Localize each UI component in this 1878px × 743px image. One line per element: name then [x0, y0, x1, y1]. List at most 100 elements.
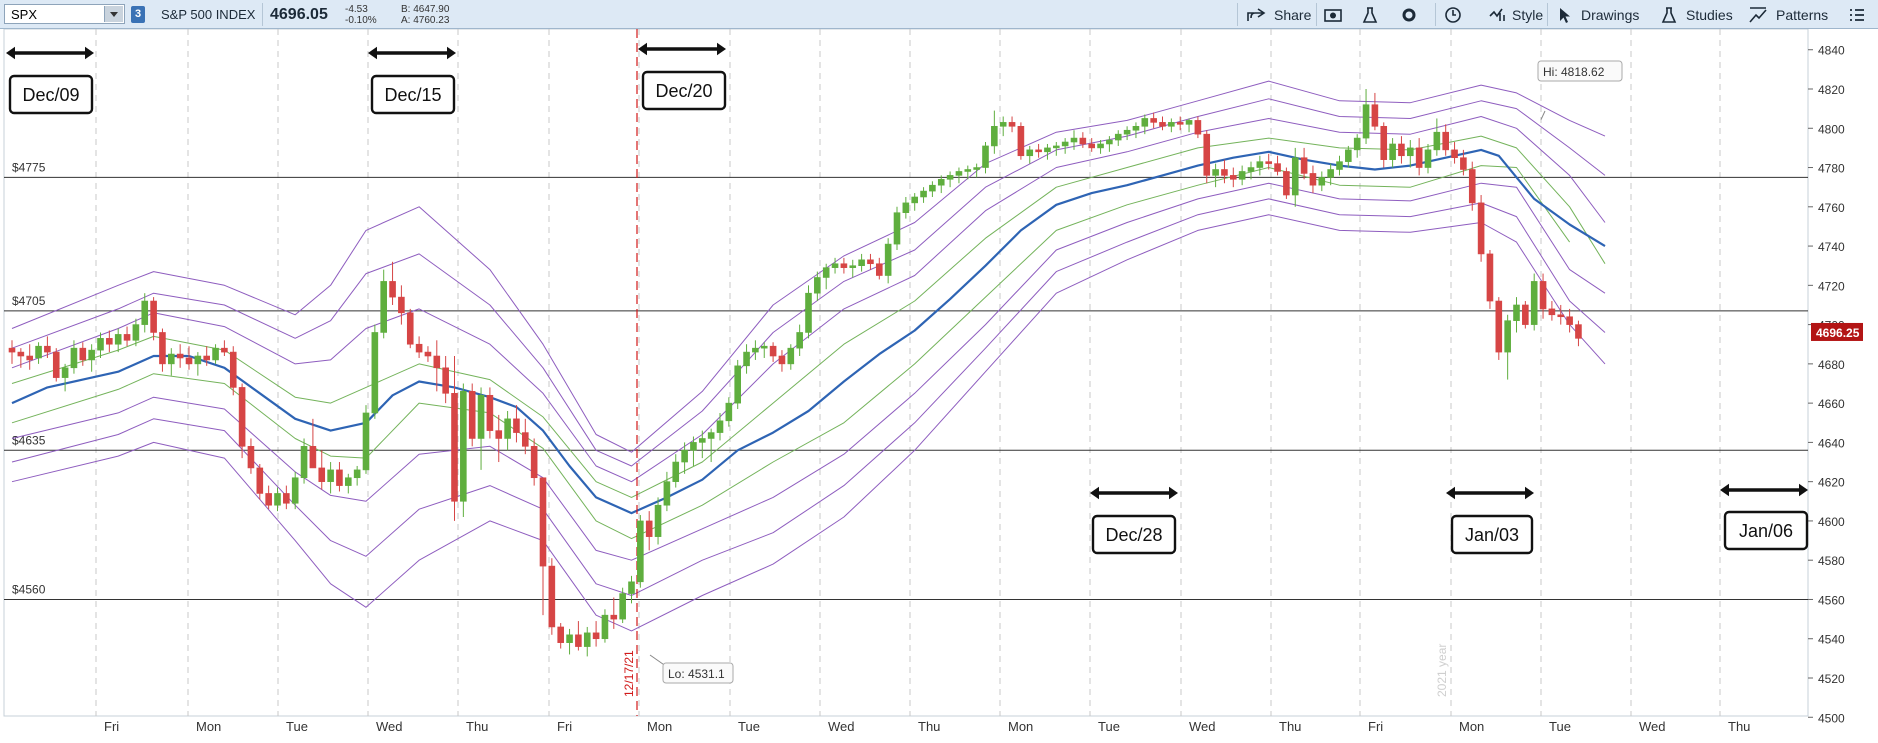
candle-body: [1398, 143, 1405, 157]
candle-body: [1106, 139, 1113, 145]
candle-body: [902, 202, 910, 213]
candle-body: [318, 467, 326, 482]
candle-body: [592, 632, 600, 640]
candle-body: [468, 391, 476, 439]
candle-body: [1168, 122, 1175, 127]
candle-body: [1557, 314, 1565, 318]
date-annotation-box: [641, 70, 727, 111]
y-tick-label: 4520: [1818, 672, 1845, 686]
arrow-head: [1720, 483, 1729, 497]
candle-body: [168, 353, 175, 365]
candle-body: [1424, 149, 1432, 168]
y-tick-label: 4500: [1818, 711, 1845, 725]
candle-body: [309, 446, 317, 469]
settings-button[interactable]: [1400, 0, 1418, 29]
studies-button[interactable]: Studies: [1660, 0, 1733, 29]
date-annotation-label: Dec/28: [1105, 525, 1162, 545]
toolbar-divider: [1547, 3, 1548, 26]
symbol-dropdown-button[interactable]: [104, 6, 123, 22]
candle-body: [955, 171, 963, 176]
style-button[interactable]: Style: [1488, 0, 1543, 29]
date-annotation-box: [370, 74, 456, 115]
candle-body: [1380, 126, 1388, 160]
envelope-upper-2: [11, 98, 1606, 467]
menu-button[interactable]: [1848, 0, 1866, 29]
candle-body: [1150, 118, 1157, 123]
chart-canvas[interactable]: Fri Mon Tue Wed Thu Fri Mon Tue Wed Thu Mon Tue Wed T…: [0, 28, 1878, 740]
hi-label-box: [1537, 60, 1623, 82]
inner-envelope-lower: [11, 165, 1571, 540]
share-button[interactable]: Share: [1246, 0, 1311, 29]
candle-body: [300, 446, 308, 479]
candle-body: [1345, 149, 1352, 162]
candle-body: [645, 520, 653, 537]
date-annotation-box: [8, 74, 94, 115]
date-annotation-box: [1723, 510, 1809, 551]
toolbar-divider: [1237, 3, 1238, 26]
candle-body: [690, 442, 697, 451]
arrow-head: [6, 46, 15, 60]
level-line-label: $4705: [12, 294, 46, 308]
candle-body: [822, 267, 830, 278]
candle-body: [1309, 173, 1317, 186]
candle-body: [1460, 157, 1467, 170]
moving-average-line: [11, 148, 1606, 515]
screenshot-icon: [1324, 8, 1342, 22]
candle-body: [1035, 149, 1042, 153]
candle-body: [1486, 253, 1494, 302]
studies-label: Studies: [1686, 6, 1733, 23]
candle-body: [265, 493, 272, 506]
candle-body: [26, 355, 34, 361]
cursor-icon: [1560, 7, 1570, 23]
arrow-head: [85, 46, 94, 60]
candle-body: [1114, 133, 1122, 141]
candle-body: [460, 391, 467, 502]
drawings-button[interactable]: Drawings: [1557, 0, 1639, 29]
patterns-label: Patterns: [1776, 6, 1829, 23]
outer-envelope-lower: [11, 214, 1606, 632]
lab-button[interactable]: [1361, 0, 1379, 29]
candle-body: [371, 332, 379, 414]
date-marker-label: 12/17/21: [622, 650, 636, 697]
x-tick-label: Mon: [647, 719, 672, 734]
price-chart[interactable]: Fri Mon Tue Wed Thu Fri Mon Tue Wed Thu Mon Tue Wed T…: [0, 28, 1878, 743]
x-tick-label: Thu: [1728, 719, 1750, 734]
symbol-value: SPX: [11, 7, 38, 22]
screenshot-button[interactable]: [1323, 0, 1343, 29]
clock-icon: [1445, 6, 1461, 23]
ask-value: A: 4760.23: [401, 15, 450, 26]
candle-body: [575, 634, 582, 647]
date-annotation-box: [1450, 514, 1534, 555]
candle-body: [1468, 169, 1476, 204]
candle-body: [698, 438, 706, 443]
flask-icon: [1362, 6, 1378, 23]
candle-body: [1194, 120, 1202, 135]
candle-body: [1079, 137, 1087, 145]
candle-body: [566, 634, 573, 643]
level-line-label: $4775: [12, 160, 46, 174]
candle-body: [920, 190, 927, 198]
candle-body: [256, 467, 264, 494]
candle-body: [1070, 137, 1078, 143]
candle-body: [1221, 169, 1228, 176]
link-group-badge[interactable]: 3: [131, 6, 145, 23]
symbol-input[interactable]: SPX: [4, 4, 125, 24]
patterns-button[interactable]: Patterns: [1748, 0, 1828, 29]
studies-flask-icon: [1661, 6, 1677, 23]
candle-body: [672, 461, 680, 482]
y-tick-label: 4720: [1818, 279, 1845, 293]
envelope-lower-1: [11, 182, 1606, 561]
candle-body: [406, 312, 414, 345]
candle-body: [964, 169, 972, 172]
candle-body: [1026, 149, 1034, 157]
candle-body: [946, 175, 954, 180]
date-annotation-label: Dec/09: [22, 85, 79, 105]
candle-body: [433, 355, 441, 369]
time-frame-button[interactable]: [1444, 0, 1462, 29]
candle-body: [185, 357, 193, 365]
candle-body: [221, 347, 228, 353]
candle-body: [17, 351, 25, 357]
candle-body: [212, 347, 219, 361]
y-tick-label: 4800: [1818, 122, 1845, 136]
x-tick-label: Wed: [828, 719, 855, 734]
